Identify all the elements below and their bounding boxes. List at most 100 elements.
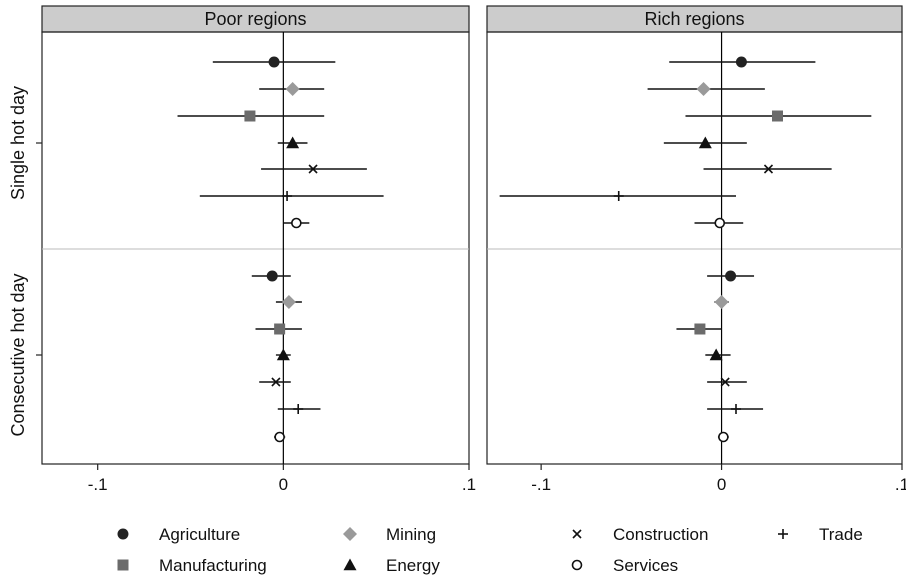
group-single-hot-day (177, 56, 384, 229)
estimate-marker (281, 295, 296, 309)
estimate-marker (720, 377, 730, 387)
panel-rich-regions: Rich regions -.1 0 .1 (486, 5, 906, 494)
estimate-marker (285, 82, 300, 96)
group-single-hot-day (499, 56, 872, 229)
point-energy (663, 136, 747, 149)
point-mining (259, 82, 325, 96)
estimate-marker (714, 295, 729, 309)
estimate-marker (274, 431, 285, 443)
estimate-marker (696, 82, 711, 96)
panel-title: Rich regions (644, 9, 744, 29)
plot-frame (486, 31, 903, 465)
point-trade (707, 404, 764, 414)
legend-marker (117, 559, 129, 571)
legend: Agriculture Manufacturing Mining Energy Cons… (117, 525, 863, 575)
estimate-marker (725, 270, 737, 282)
estimate-marker (276, 348, 290, 361)
point-services (274, 431, 286, 443)
estimate-marker (271, 377, 281, 387)
point-agriculture (669, 56, 816, 68)
panel-title: Poor regions (204, 9, 306, 29)
point-agriculture (707, 270, 755, 282)
legend-marker (117, 528, 129, 540)
legend-label: Trade (819, 525, 863, 544)
estimate-marker (698, 136, 712, 149)
point-manufacturing (676, 323, 722, 335)
legend-marker (343, 527, 357, 541)
y-group-label: Single hot day (8, 86, 28, 200)
legend-item-agriculture: Agriculture (117, 525, 240, 544)
point-construction (261, 164, 367, 174)
estimate-marker (772, 110, 783, 122)
point-trade (277, 404, 321, 414)
x-tick-label: -.1 (88, 475, 108, 494)
point-energy (705, 348, 731, 361)
estimate-marker (266, 270, 278, 282)
legend-item-services: Services (571, 556, 678, 575)
legend-label: Energy (386, 556, 440, 575)
estimate-marker (286, 136, 300, 149)
legend-item-mining: Mining (343, 525, 436, 544)
point-services (717, 431, 729, 443)
estimate-marker (735, 56, 747, 68)
legend-item-construction: Construction (572, 525, 708, 544)
x-tick-label: 0 (717, 475, 726, 494)
panel-poor-regions: Poor regions -.1 0 .1 (41, 5, 476, 494)
point-manufacturing (685, 110, 872, 122)
legend-label: Mining (386, 525, 436, 544)
point-mining (275, 295, 302, 309)
legend-item-energy: Energy (343, 556, 440, 575)
legend-marker (778, 529, 788, 539)
legend-marker (343, 558, 357, 571)
x-tick-label: .1 (462, 475, 476, 494)
point-trade (199, 191, 384, 201)
point-services (694, 217, 744, 229)
estimate-marker (718, 431, 729, 443)
legend-label: Agriculture (159, 525, 240, 544)
point-mining (647, 82, 765, 96)
point-trade (499, 191, 736, 201)
legend-label: Manufacturing (159, 556, 267, 575)
point-manufacturing (255, 323, 302, 335)
estimate-marker (763, 164, 774, 174)
estimate-marker (274, 323, 286, 335)
point-agriculture (212, 56, 336, 68)
group-consecutive-hot-day (251, 270, 321, 443)
estimate-marker (709, 348, 723, 361)
legend-label: Construction (613, 525, 708, 544)
estimate-marker (613, 191, 624, 201)
y-axis: Single hot day Consecutive hot day (8, 86, 42, 437)
legend-marker (571, 559, 583, 571)
point-energy (277, 136, 308, 149)
estimate-marker (694, 323, 706, 335)
point-construction (259, 377, 291, 387)
estimate-marker (291, 217, 302, 229)
panel-header (41, 5, 470, 33)
point-construction (703, 164, 832, 174)
point-manufacturing (177, 110, 325, 122)
legend-item-manufacturing: Manufacturing (117, 556, 267, 575)
estimate-marker (244, 110, 256, 122)
legend-label: Services (613, 556, 678, 575)
point-construction (707, 377, 747, 387)
group-consecutive-hot-day (676, 270, 764, 443)
legend-marker (572, 529, 582, 539)
x-tick-label: .1 (895, 475, 906, 494)
point-services (283, 217, 310, 229)
y-group-label: Consecutive hot day (8, 273, 28, 436)
x-tick-label: -.1 (531, 475, 551, 494)
plot-frame (41, 31, 470, 465)
x-tick-label: 0 (279, 475, 288, 494)
estimate-marker (308, 164, 318, 174)
point-energy (275, 348, 291, 361)
point-mining (714, 295, 729, 309)
point-agriculture (251, 270, 291, 282)
legend-item-trade: Trade (778, 525, 863, 544)
panel-header (486, 5, 903, 33)
estimate-marker (282, 191, 293, 201)
estimate-marker (268, 56, 280, 68)
estimate-marker (714, 217, 726, 229)
estimate-marker (293, 404, 304, 414)
estimate-marker (731, 404, 741, 414)
